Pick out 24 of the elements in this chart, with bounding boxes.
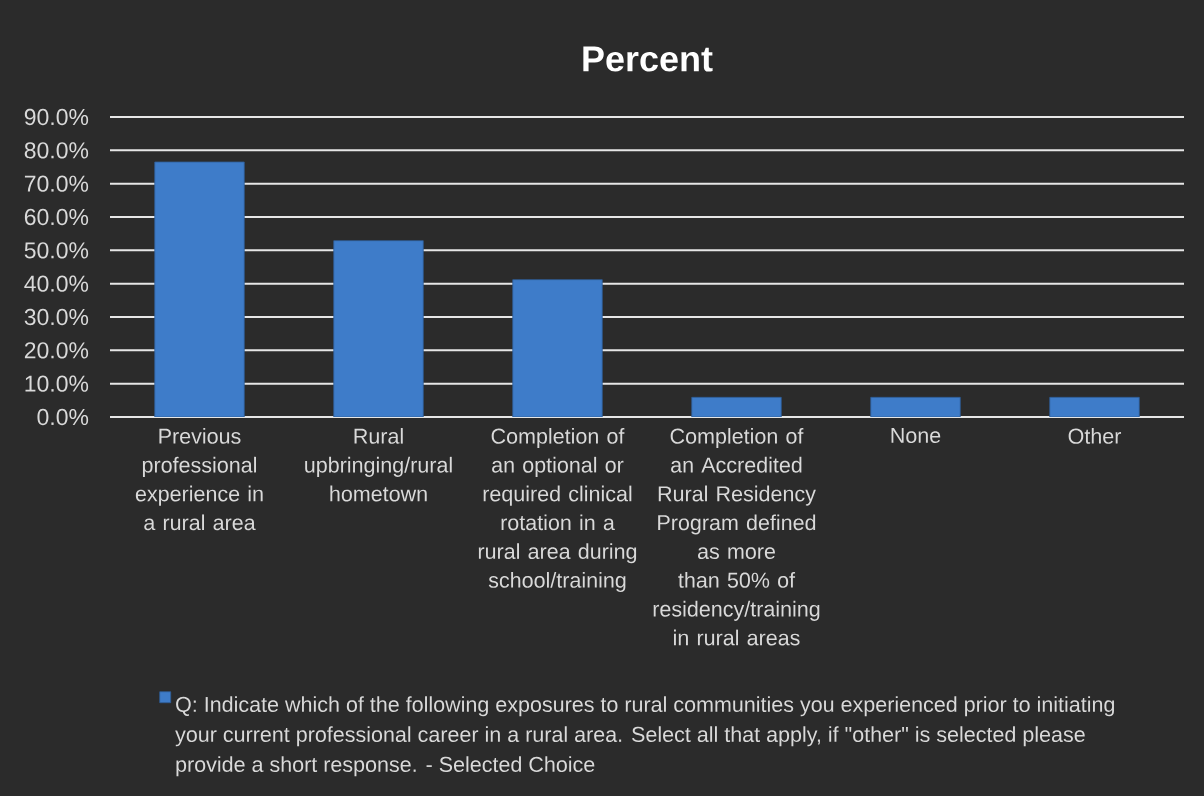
bar xyxy=(1049,396,1140,417)
x-tick-label: Previous professional experience in a rural area xyxy=(135,428,263,531)
y-tick-label: 40.0% xyxy=(24,275,89,292)
y-tick-label: 60.0% xyxy=(24,208,89,226)
y-tick-label: 50.0% xyxy=(24,242,89,259)
bar xyxy=(870,396,961,417)
y-tick-label: 20.0% xyxy=(24,342,89,359)
x-tick-label: Other xyxy=(1068,428,1122,444)
x-tick-label: Rural upbringing/rural hometown xyxy=(305,428,452,502)
chart-title: Percent xyxy=(583,46,713,72)
bar xyxy=(512,279,603,417)
y-tick-label: 30.0% xyxy=(24,308,89,326)
y-tick-label: 70.0% xyxy=(24,175,89,192)
bar xyxy=(154,161,245,417)
x-tick-label: Completion of an Accredited Rural Residency Program defined as more than 50% of residency/training in rural areas xyxy=(653,428,820,646)
y-tick-label: 90.0% xyxy=(24,108,89,126)
x-tick-label: None xyxy=(891,428,941,444)
y-tick-label: 80.0% xyxy=(24,142,89,159)
y-tick-label: 0.0% xyxy=(37,408,89,426)
bar xyxy=(691,396,782,417)
y-tick-label: 10.0% xyxy=(25,375,89,392)
bar xyxy=(333,240,424,417)
x-tick-label: Completion of an optional or required clinical rotation in a rural area during school/training xyxy=(478,428,637,593)
legend-label: Q: Indicate which of the following exposures to rural communities you experienced prior to initiating your current professional career in a rural area. Select all that apply, if "other" is selected please provide a short response. - Selected Choice xyxy=(175,696,1115,777)
